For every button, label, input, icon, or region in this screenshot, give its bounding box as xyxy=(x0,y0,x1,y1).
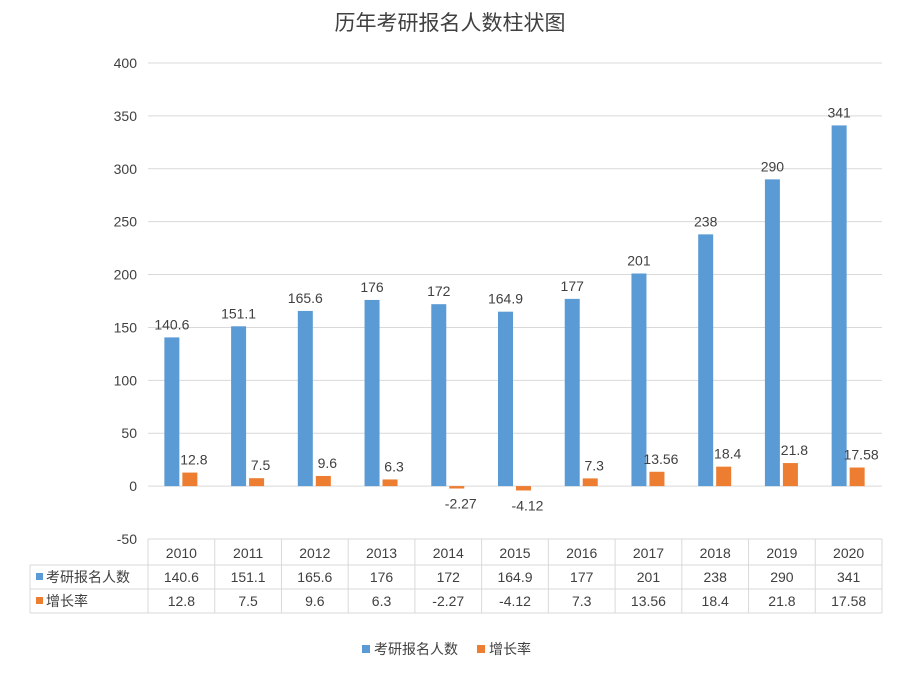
bar-growth-rate xyxy=(315,475,331,487)
bar-growth-rate xyxy=(182,472,198,487)
bar-applicants xyxy=(364,299,380,487)
x-category-label: 2018 xyxy=(700,545,731,561)
table-cell: 18.4 xyxy=(702,593,729,609)
data-label: 9.6 xyxy=(318,455,338,471)
y-tick-label: 300 xyxy=(114,161,138,177)
legend-key xyxy=(36,573,43,580)
table-cell: 12.8 xyxy=(168,593,195,609)
data-label: -4.12 xyxy=(512,497,544,513)
data-label: 6.3 xyxy=(384,458,404,474)
table-cell: 6.3 xyxy=(372,593,392,609)
table-cell: 7.5 xyxy=(238,593,258,609)
table-cell: 165.6 xyxy=(297,569,332,585)
data-label: 177 xyxy=(561,278,585,294)
bar-growth-rate xyxy=(716,466,732,487)
data-label: -2.27 xyxy=(445,496,477,512)
bar-growth-rate xyxy=(649,471,665,487)
bar-growth-rate xyxy=(582,478,598,487)
y-tick-label: -50 xyxy=(117,531,137,547)
data-label: 12.8 xyxy=(180,452,207,468)
x-category-label: 2020 xyxy=(833,545,864,561)
bar-applicants xyxy=(764,179,780,487)
bar-applicants xyxy=(297,310,313,487)
data-label: 18.4 xyxy=(714,446,741,462)
bar-growth-rate xyxy=(249,478,265,487)
data-label: 7.3 xyxy=(584,457,604,473)
table-cell: 140.6 xyxy=(164,569,199,585)
table-cell: 17.58 xyxy=(831,593,866,609)
legend-key xyxy=(36,597,43,604)
table-cell: 290 xyxy=(770,569,794,585)
bar-applicants xyxy=(231,326,247,487)
x-category-label: 2011 xyxy=(233,545,263,561)
data-label: 238 xyxy=(694,213,718,229)
bar-growth-rate xyxy=(782,463,798,487)
y-tick-label: 200 xyxy=(114,267,138,283)
table-cell: 13.56 xyxy=(631,593,666,609)
data-label: 151.1 xyxy=(221,305,256,321)
bar-applicants xyxy=(498,311,513,487)
legend-marker xyxy=(477,645,485,653)
table-row-header: 考研报名人数 xyxy=(46,569,130,585)
bar-growth-rate xyxy=(849,467,865,487)
bar-applicants xyxy=(831,125,847,487)
y-tick-label: 150 xyxy=(114,319,138,335)
legend-label: 考研报名人数 xyxy=(374,641,458,657)
data-label: 341 xyxy=(827,104,851,120)
x-category-label: 2019 xyxy=(766,545,797,561)
table-cell: 21.8 xyxy=(768,593,795,609)
legend-marker xyxy=(362,645,370,653)
data-label: 17.58 xyxy=(844,447,879,463)
x-category-label: 2012 xyxy=(299,545,330,561)
data-label: 201 xyxy=(627,252,651,268)
table-cell: 177 xyxy=(570,569,594,585)
y-tick-label: 50 xyxy=(121,425,137,441)
table-cell: 164.9 xyxy=(497,569,532,585)
y-tick-label: 400 xyxy=(114,55,138,71)
y-tick-label: 250 xyxy=(114,214,138,230)
y-tick-label: 350 xyxy=(114,108,138,124)
y-tick-label: 100 xyxy=(114,372,138,388)
x-category-label: 2010 xyxy=(166,545,197,561)
table-cell: 341 xyxy=(837,569,861,585)
y-tick-label: 0 xyxy=(129,478,137,494)
data-label: 165.6 xyxy=(288,290,323,306)
data-label: 290 xyxy=(761,158,785,174)
x-category-label: 2014 xyxy=(433,545,464,561)
data-label: 164.9 xyxy=(488,291,523,307)
bar-growth-rate xyxy=(516,486,531,491)
bar-applicants xyxy=(698,234,714,487)
bar-growth-rate xyxy=(449,486,465,489)
bar-applicants xyxy=(431,304,447,487)
table-cell: -2.27 xyxy=(432,593,464,609)
data-label: 176 xyxy=(360,279,384,295)
legend-label: 增长率 xyxy=(489,641,531,657)
table-row-header: 增长率 xyxy=(46,593,88,609)
table-cell: 151.1 xyxy=(231,569,266,585)
bar-applicants xyxy=(164,337,180,487)
chart-title: 历年考研报名人数柱状图 xyxy=(335,12,566,35)
x-category-label: 2013 xyxy=(366,545,397,561)
bar-applicants xyxy=(564,298,580,487)
data-label: 13.56 xyxy=(643,451,678,467)
data-label: 7.5 xyxy=(251,457,271,473)
data-label: 21.8 xyxy=(781,442,808,458)
table-cell: 176 xyxy=(370,569,394,585)
x-category-label: 2017 xyxy=(633,545,664,561)
x-category-label: 2016 xyxy=(566,545,597,561)
table-cell: 238 xyxy=(704,569,728,585)
table-cell: 172 xyxy=(437,569,461,585)
table-cell: -4.12 xyxy=(499,593,531,609)
table-cell: 9.6 xyxy=(305,593,325,609)
x-category-label: 2015 xyxy=(499,545,530,561)
data-label: 140.6 xyxy=(154,316,189,332)
bar-applicants xyxy=(631,273,647,487)
data-label: 172 xyxy=(427,283,451,299)
bar-growth-rate xyxy=(382,479,398,487)
table-cell: 201 xyxy=(637,569,661,585)
table-cell: 7.3 xyxy=(572,593,592,609)
